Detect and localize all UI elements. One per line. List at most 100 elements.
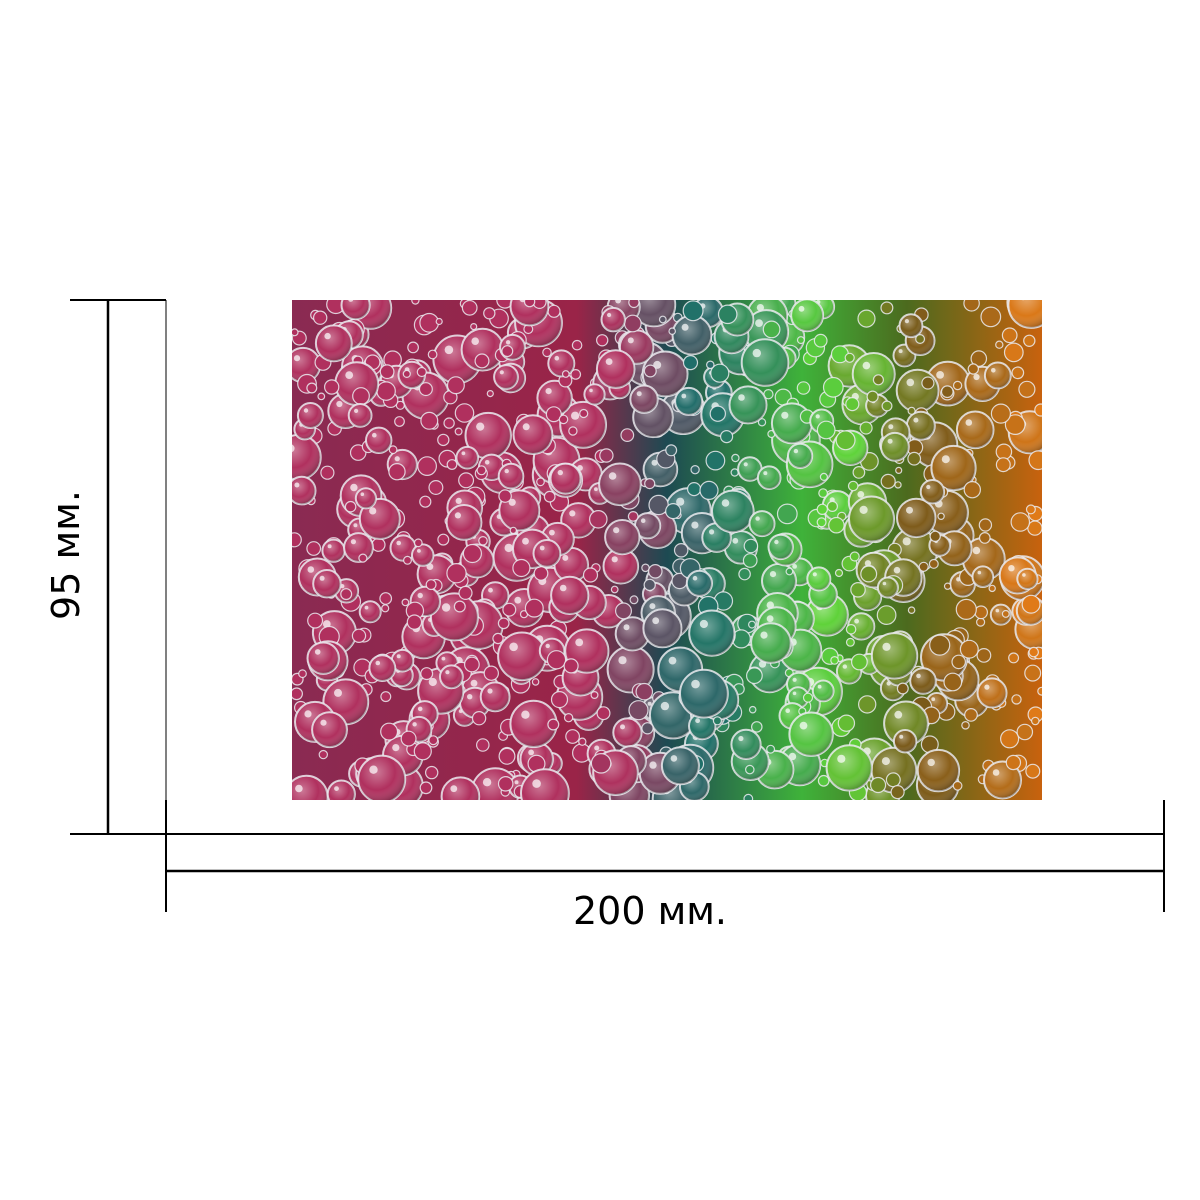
bubble-highlight	[815, 414, 820, 419]
bubble-highlight	[488, 587, 493, 593]
bubble	[709, 405, 726, 422]
bubble-highlight	[618, 656, 627, 665]
bubble	[834, 568, 844, 578]
bubble-highlight	[738, 394, 745, 401]
bubble-shading	[1017, 568, 1038, 589]
bubble	[822, 376, 844, 398]
bubble	[1028, 646, 1039, 658]
bubble-highlight	[881, 757, 890, 766]
bubble	[478, 536, 488, 546]
bubble	[746, 667, 763, 685]
bubble	[896, 682, 909, 695]
bubble	[665, 503, 682, 520]
bubble	[454, 427, 463, 436]
bubble	[292, 532, 302, 548]
bubble	[907, 606, 916, 615]
bubble-shading	[521, 769, 569, 800]
bubble	[578, 737, 587, 746]
bubble-highlight	[898, 349, 903, 354]
bubble	[420, 411, 439, 430]
bubble	[742, 553, 758, 568]
bubble	[458, 472, 475, 489]
bubble-shading	[315, 325, 352, 362]
bubble-highlight	[345, 371, 354, 379]
bubble-highlight	[522, 537, 529, 545]
bubble	[643, 364, 657, 378]
bubble	[628, 700, 649, 721]
bubble	[596, 334, 609, 347]
bubble	[358, 553, 368, 563]
bubble-shading	[584, 384, 605, 405]
bubble-shading	[613, 718, 642, 747]
bubble	[816, 517, 827, 528]
bubble	[497, 775, 514, 792]
bubble	[1025, 763, 1041, 779]
bubble	[859, 421, 873, 435]
bubble-highlight	[504, 468, 509, 474]
bubble-highlight	[721, 499, 730, 507]
bubble-shading	[513, 415, 553, 454]
bubble	[453, 600, 466, 613]
bubble	[524, 598, 544, 618]
bubble-highlight	[916, 673, 921, 679]
bubble-highlight	[647, 701, 652, 706]
bubble	[1003, 342, 1024, 363]
bubble-highlight	[499, 370, 504, 375]
bubble	[550, 691, 569, 709]
bubble	[558, 414, 569, 425]
bubble	[476, 738, 490, 752]
bubble	[748, 705, 757, 714]
bubble	[1018, 380, 1036, 398]
bubble	[542, 347, 552, 358]
bubble	[743, 538, 759, 554]
bubble	[536, 477, 545, 487]
bubble	[443, 417, 455, 429]
bubble	[1011, 694, 1022, 705]
bubble	[498, 489, 512, 503]
bubble-shading	[446, 505, 482, 540]
bubble-highlight	[972, 546, 981, 555]
bubble-shading	[751, 623, 791, 663]
bubble	[596, 706, 611, 721]
bubble-highlight	[320, 719, 327, 726]
bubble-highlight	[752, 348, 761, 358]
bubble-highlight	[304, 710, 312, 718]
bubble	[1016, 723, 1034, 741]
bubble	[571, 339, 583, 351]
bubble	[610, 585, 619, 594]
bubble-highlight	[887, 438, 893, 444]
bubble	[502, 602, 517, 617]
bubble	[380, 722, 399, 741]
bubble	[1005, 754, 1022, 771]
bubble	[413, 538, 423, 548]
bubble	[738, 567, 751, 581]
bubble-shading	[537, 380, 572, 416]
bubble	[402, 369, 411, 379]
bubble-shading	[412, 544, 434, 566]
bubble	[720, 430, 734, 444]
bubble-highlight	[508, 498, 516, 506]
bubble-shading	[956, 411, 994, 449]
bubble	[668, 327, 677, 336]
bubble-highlight	[396, 540, 401, 546]
bubble	[940, 385, 954, 399]
bubble	[955, 598, 977, 620]
bubble	[952, 780, 963, 791]
bubble	[563, 658, 579, 674]
bubble-highlight	[913, 417, 919, 423]
bubble-shading	[494, 365, 518, 389]
bubble-shading	[313, 570, 341, 598]
bubble-highlight	[755, 516, 760, 521]
bubble	[881, 400, 893, 412]
bubble-highlight	[444, 345, 454, 355]
bubble	[394, 416, 405, 427]
bubble-highlight	[781, 411, 789, 419]
bubble	[1001, 609, 1010, 618]
bubble-highlight	[504, 543, 513, 553]
bubble-highlight	[514, 596, 522, 604]
bubble	[937, 512, 945, 520]
bubble-shading	[548, 350, 575, 377]
bubble-highlight	[995, 608, 1000, 613]
bubble-highlight	[691, 521, 699, 529]
